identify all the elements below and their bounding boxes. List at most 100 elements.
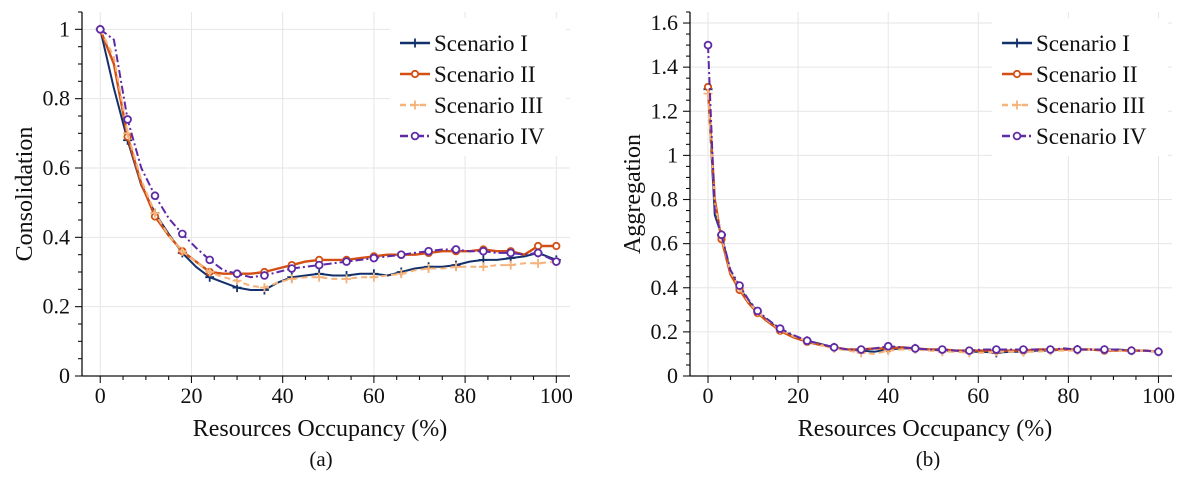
data-point (829, 343, 839, 352)
legend-label: Scenario II (434, 62, 536, 87)
data-point (478, 262, 488, 272)
data-point (205, 267, 215, 277)
x-tick-label: 20 (787, 383, 809, 408)
data-point (992, 345, 1001, 354)
data-point (150, 208, 160, 218)
data-point (451, 262, 461, 272)
y-tick-label: 1 (667, 142, 678, 167)
series-line (99, 28, 557, 279)
data-point (150, 191, 160, 201)
x-axis-label: Resources Occupancy (%) (193, 416, 448, 442)
data-point (424, 264, 434, 274)
legend-marker (1012, 131, 1022, 141)
data-point (369, 253, 379, 263)
data-point (775, 324, 785, 333)
data-point (1127, 346, 1136, 355)
legend-background (390, 18, 566, 156)
legend-label: Scenario II (1036, 62, 1138, 87)
y-tick-label: 1 (59, 16, 70, 41)
data-point (883, 341, 893, 351)
data-point (802, 336, 812, 346)
y-tick-label: 0.6 (651, 231, 679, 256)
data-point (424, 246, 433, 256)
legend-background (992, 18, 1168, 156)
legend-label: Scenario IV (1036, 124, 1147, 149)
y-axis-label: Aggregation (620, 134, 646, 254)
x-tick-label: 40 (272, 383, 294, 408)
legend: Scenario I Scenario II Scenario III Scenari… (390, 18, 566, 156)
data-point (342, 257, 351, 266)
data-point (533, 248, 543, 258)
y-tick-label: 0.2 (43, 294, 71, 319)
legend-label: Scenario I (434, 31, 528, 56)
legend-marker (1012, 38, 1022, 48)
data-point (1046, 345, 1055, 354)
data-point (1019, 345, 1028, 354)
legend-marker (410, 69, 420, 79)
x-tick-label: 0 (95, 383, 106, 408)
data-point (533, 258, 543, 268)
y-tick-label: 1.2 (651, 98, 679, 123)
data-point (910, 344, 920, 353)
y-tick-label: 1.4 (651, 54, 679, 79)
data-point (396, 250, 406, 259)
x-tick-label: 100 (1142, 383, 1175, 408)
legend-marker (410, 100, 420, 110)
series-4 (703, 40, 1163, 357)
y-tick-label: 0 (59, 363, 70, 388)
y-tick-label: 0 (667, 363, 678, 388)
x-tick-label: 60 (363, 383, 385, 408)
data-point (178, 229, 187, 239)
data-point (95, 25, 105, 34)
y-tick-label: 0.8 (43, 86, 71, 111)
data-point (533, 241, 543, 251)
legend-label: Scenario III (434, 93, 543, 118)
legend-label: Scenario IV (434, 124, 545, 149)
series-line (99, 28, 557, 275)
data-point (287, 264, 297, 273)
x-tick-label: 0 (703, 383, 714, 408)
panel-caption: (a) (309, 447, 332, 471)
data-point (964, 346, 974, 355)
data-point (552, 257, 561, 266)
data-point (753, 306, 762, 316)
legend-marker (410, 131, 420, 141)
data-point (479, 246, 488, 256)
legend-marker (1012, 69, 1022, 79)
series-3 (95, 24, 561, 293)
data-point (396, 269, 406, 279)
data-point (123, 115, 132, 124)
y-tick-label: 1.6 (651, 10, 679, 35)
y-tick-label: 0.6 (43, 155, 71, 180)
data-point (1154, 347, 1163, 357)
data-point (177, 246, 187, 256)
y-tick-label: 0.8 (651, 187, 679, 212)
data-point (1100, 345, 1109, 354)
x-tick-label: 60 (967, 383, 989, 408)
x-axis-label: Resources Occupancy (%) (798, 416, 1053, 442)
data-point (287, 274, 297, 284)
y-tick-label: 0.4 (651, 275, 679, 300)
legend-marker (410, 38, 420, 48)
data-point (342, 274, 352, 284)
x-tick-label: 20 (180, 383, 202, 408)
chart-panel-b: 0 20 40 60 80 100 0 0.2 0.4 0.6 0.8 1 1.2 1.4 1.6 Resou… (620, 10, 1175, 471)
legend-label: Scenario III (1036, 93, 1145, 118)
legend: Scenario I Scenario II Scenario III Scenari… (992, 18, 1168, 156)
data-point (205, 255, 215, 265)
legend-marker (1012, 100, 1022, 110)
data-point (937, 345, 947, 354)
data-point (314, 272, 324, 282)
data-point (259, 283, 269, 293)
y-tick-label: 0.2 (651, 319, 679, 344)
data-point (451, 245, 461, 254)
x-tick-label: 80 (454, 383, 476, 408)
data-point (506, 248, 516, 258)
data-point (703, 40, 713, 50)
data-point (232, 269, 242, 279)
panel-caption: (b) (916, 447, 941, 471)
data-point (856, 345, 866, 354)
x-tick-label: 40 (877, 383, 899, 408)
chart-panel-a: 0 20 40 60 80 100 0 0.2 0.4 0.6 0.8 1 Resources Occu… (12, 11, 573, 471)
